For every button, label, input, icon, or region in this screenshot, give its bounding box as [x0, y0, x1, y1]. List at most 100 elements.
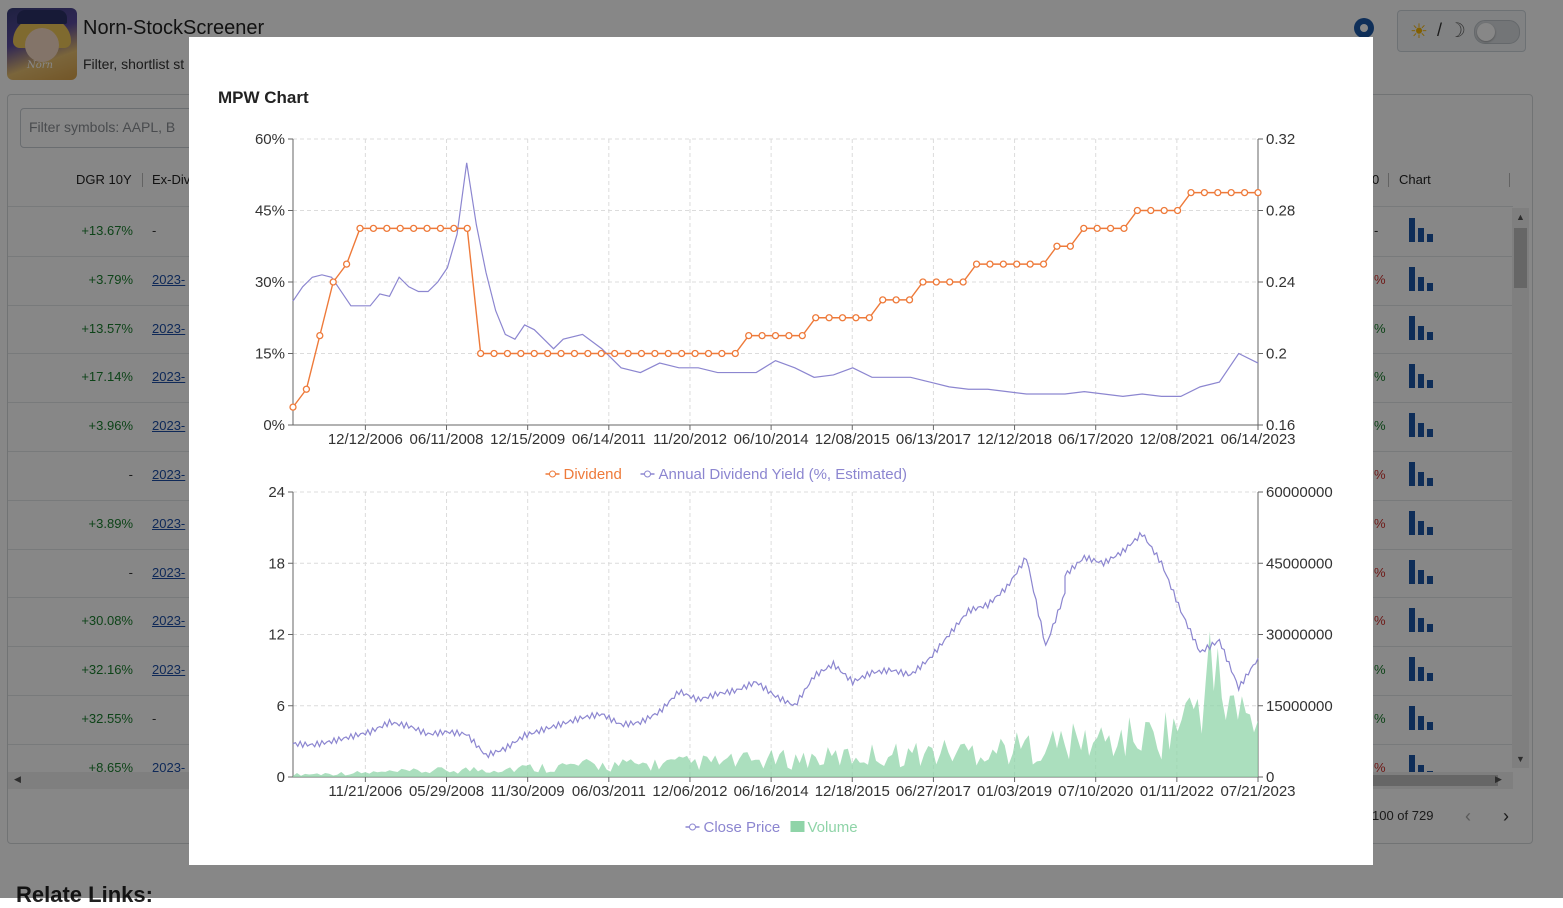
dividend-point — [1240, 188, 1249, 197]
pagination-count: 100 of 729 — [1372, 808, 1434, 823]
ex-div-cell[interactable]: 2023- — [152, 515, 186, 531]
ex-div-cell: - — [152, 711, 157, 726]
dividend-point — [517, 349, 525, 358]
bar-chart-icon[interactable] — [1409, 608, 1435, 633]
dividend-point — [879, 296, 887, 304]
y-right-tick-label: 0.28 — [1266, 203, 1295, 220]
dividend-point — [865, 314, 873, 322]
bar-chart-icon-bar — [1418, 325, 1424, 340]
theme-toggle-switch[interactable] — [1474, 20, 1520, 44]
col-separator[interactable] — [1509, 173, 1510, 187]
col-separator[interactable] — [142, 173, 143, 187]
dividend-point — [1147, 206, 1155, 215]
close-price-series-line — [292, 531, 1259, 759]
bar-chart-icon-bar — [1427, 722, 1433, 730]
y-right-tick-label: 0.2 — [1266, 346, 1287, 363]
dividend-point — [1039, 260, 1048, 268]
partial-value-cell: % — [1374, 467, 1386, 482]
partial-value-cell: % — [1374, 711, 1386, 726]
y-right-tick-label: 0 — [1266, 769, 1274, 786]
volume-area — [293, 631, 1258, 777]
bar-chart-icon[interactable] — [1409, 413, 1435, 438]
col-header-partial[interactable]: 0 — [1372, 172, 1380, 187]
col-header-dgr-10y[interactable]: DGR 10Y — [76, 172, 132, 187]
col-separator[interactable] — [1388, 173, 1389, 187]
theme-separator: / — [1437, 20, 1443, 40]
ex-div-cell[interactable]: 2023- — [152, 320, 186, 336]
bar-chart-icon-bar — [1409, 413, 1415, 438]
ex-div-cell[interactable]: 2023- — [152, 613, 186, 629]
dividend-point — [476, 349, 485, 358]
dividend-point — [651, 349, 659, 358]
partial-value-cell: % — [1374, 662, 1386, 678]
ex-div-cell[interactable]: 2023- — [152, 467, 186, 482]
x-tick-label: 01/11/2022 — [1140, 783, 1214, 800]
dividend-point — [892, 296, 900, 304]
bar-chart-icon-bar — [1418, 374, 1424, 389]
bar-chart-icon-bar — [1418, 764, 1424, 779]
prev-page-icon[interactable]: ‹ — [1465, 806, 1471, 826]
dividend-point — [798, 331, 806, 340]
next-page-icon[interactable]: › — [1503, 806, 1509, 826]
x-tick-label: 06/17/2020 — [1058, 431, 1133, 448]
scroll-up-icon[interactable]: ▲ — [1516, 212, 1525, 222]
x-tick-label: 05/29/2008 — [409, 783, 484, 800]
bar-chart-icon[interactable] — [1409, 218, 1435, 242]
bar-chart-icon-bar — [1409, 559, 1415, 584]
yield-series-line — [292, 162, 1259, 398]
dgr-10y-cell: +17.14% — [81, 369, 133, 385]
x-tick-label: 06/16/2014 — [734, 783, 809, 800]
bar-chart-icon[interactable] — [1409, 462, 1435, 486]
x-tick-label: 06/13/2017 — [896, 431, 971, 448]
ex-div-cell[interactable]: 2023- — [152, 564, 186, 580]
bar-chart-icon[interactable] — [1409, 657, 1435, 682]
dividend-point — [1120, 224, 1128, 233]
bar-chart-icon[interactable] — [1409, 315, 1435, 340]
dividend-series-line — [292, 191, 1258, 408]
bar-chart-icon-bar — [1427, 575, 1433, 584]
bar-chart-icon[interactable] — [1409, 266, 1435, 291]
x-tick-label: 11/20/2012 — [653, 431, 727, 448]
ex-div-cell[interactable]: 2023- — [152, 418, 186, 434]
avatar-face — [25, 28, 59, 62]
col-header-ex-div[interactable]: Ex-Div — [152, 172, 191, 187]
bar-chart-icon[interactable] — [1409, 706, 1435, 730]
dgr-10y-cell: +32.55% — [81, 711, 133, 726]
ex-div-cell[interactable]: 2023- — [152, 759, 186, 775]
x-tick-label: 06/11/2008 — [410, 431, 484, 448]
dividend-point — [972, 260, 981, 268]
x-tick-label: 12/08/2021 — [1139, 431, 1214, 448]
partial-value-cell: % — [1374, 320, 1386, 336]
dividend-point — [383, 224, 391, 233]
x-tick-label: 11/30/2009 — [491, 783, 565, 800]
bar-chart-icon-bar — [1409, 462, 1415, 486]
vertical-scroll-thumb[interactable] — [1514, 228, 1527, 288]
col-header-chart[interactable]: Chart — [1399, 172, 1431, 187]
scroll-right-icon[interactable]: ▶ — [1495, 774, 1502, 784]
bar-chart-icon[interactable] — [1409, 559, 1435, 584]
scroll-down-icon[interactable]: ▼ — [1516, 754, 1525, 764]
x-tick-label: 06/27/2017 — [896, 783, 971, 800]
github-icon[interactable] — [1354, 18, 1374, 38]
dividend-point — [718, 349, 726, 358]
bar-chart-icon[interactable] — [1409, 364, 1435, 389]
bar-chart-icon-bar — [1418, 472, 1424, 486]
y-right-tick-label: 30000000 — [1266, 627, 1333, 644]
dividend-point — [436, 224, 445, 233]
scroll-left-icon[interactable]: ◀ — [14, 774, 21, 784]
vertical-scrollbar[interactable]: ▲ ▼ — [1512, 208, 1529, 768]
ex-div-cell: - — [152, 223, 157, 238]
bar-chart-icon[interactable] — [1409, 510, 1435, 535]
bar-chart-icon-bar — [1427, 624, 1433, 633]
ex-div-cell[interactable]: 2023- — [152, 369, 186, 385]
ex-div-cell[interactable]: 2023- — [152, 662, 186, 678]
dividend-point — [1214, 188, 1222, 197]
dividend-point — [838, 314, 847, 322]
modal-title: MPW Chart — [218, 88, 309, 107]
legend-yield-label: Annual Dividend Yield (%, Estimated) — [659, 466, 907, 483]
dgr-10y-cell: +3.79% — [88, 271, 133, 287]
dividend-point — [302, 385, 311, 393]
dgr-10y-cell: +13.57% — [81, 320, 133, 336]
sun-icon: ☀ — [1410, 21, 1428, 43]
ex-div-cell[interactable]: 2023- — [152, 271, 186, 287]
